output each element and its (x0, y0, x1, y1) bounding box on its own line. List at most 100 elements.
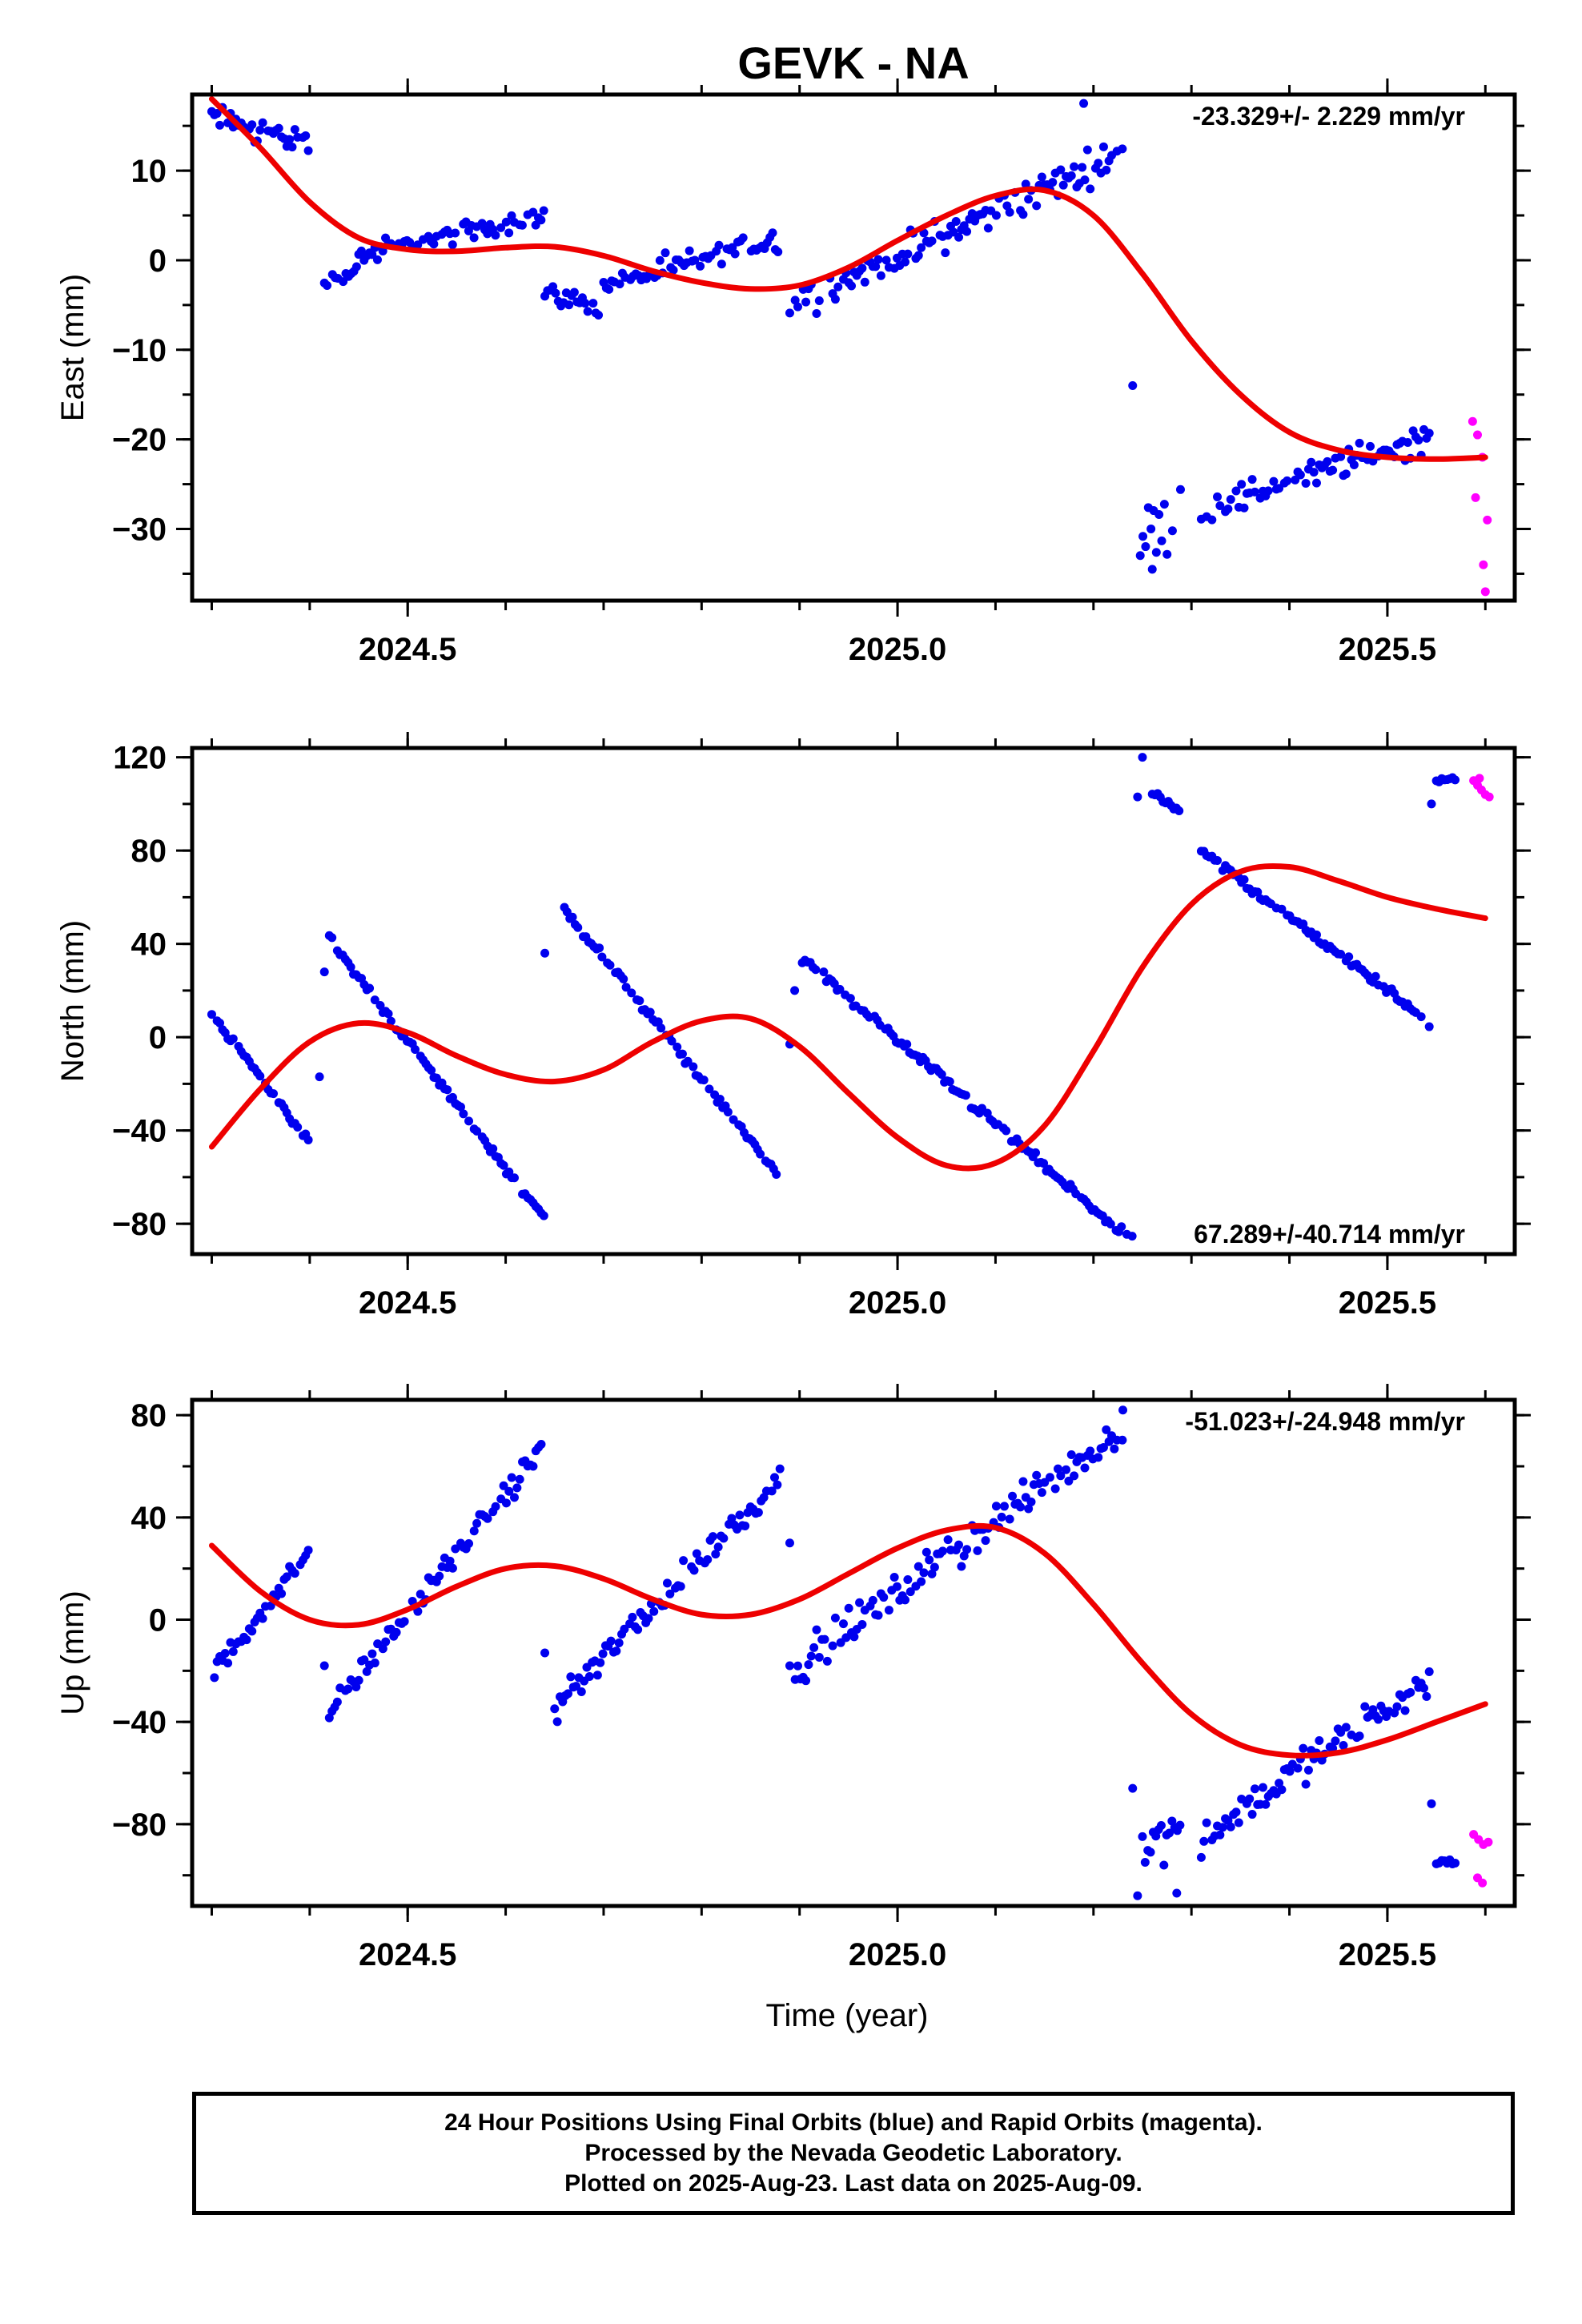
final-orbit-point (1331, 1736, 1340, 1746)
final-orbit-point (833, 282, 843, 292)
final-orbit-point (917, 243, 926, 252)
final-orbit-point (584, 1671, 594, 1681)
final-orbit-point (1285, 1767, 1295, 1776)
final-orbit-point (871, 262, 881, 271)
final-orbit-point (215, 120, 225, 130)
final-orbit-point (649, 1606, 659, 1616)
final-orbit-point (790, 986, 800, 995)
final-orbit-point (1066, 1449, 1076, 1459)
final-orbit-point (690, 255, 700, 265)
final-orbit-point (255, 125, 265, 135)
final-orbit-point (879, 1593, 889, 1602)
final-orbit-point (1172, 1888, 1182, 1898)
final-orbit-point (223, 1659, 233, 1668)
final-orbit-point (713, 1542, 723, 1552)
final-orbit-point (1336, 452, 1346, 461)
final-orbit-point (1141, 542, 1150, 552)
final-orbit-point (1016, 1502, 1026, 1512)
final-orbit-point (1215, 501, 1225, 510)
final-orbit-point (228, 1034, 238, 1043)
final-orbit-point (1419, 1683, 1428, 1693)
final-orbit-point (1303, 1765, 1313, 1775)
final-orbit-point (669, 265, 678, 275)
final-orbit-point (961, 1091, 970, 1100)
final-orbit-point (927, 1569, 937, 1578)
final-orbit-point (1309, 468, 1319, 477)
final-orbit-point (588, 299, 598, 308)
final-orbit-point (1269, 476, 1279, 486)
data-points (207, 753, 1494, 1241)
final-orbit-point (552, 1717, 562, 1727)
final-orbit-point (1053, 1464, 1062, 1474)
final-orbit-point (627, 988, 636, 998)
final-orbit-point (913, 251, 923, 260)
final-orbit-point (469, 1526, 479, 1536)
final-orbit-point (1086, 184, 1095, 194)
final-orbit-point (370, 1659, 379, 1668)
final-orbit-point (1261, 1799, 1271, 1809)
final-orbit-point (1392, 1702, 1402, 1711)
fit-curve (208, 1522, 1488, 1759)
final-orbit-point (210, 1673, 219, 1683)
final-orbit-point (517, 220, 527, 230)
final-orbit-point (367, 1649, 377, 1659)
final-orbit-point (708, 1532, 717, 1542)
figure-title: GEVK - NA (737, 38, 969, 88)
final-orbit-point (365, 983, 375, 993)
final-orbit-point (1239, 503, 1249, 513)
final-orbit-point (1018, 210, 1028, 219)
rapid-orbit-point (1475, 774, 1484, 783)
plot-frame (190, 746, 1517, 1256)
velocity-rate-label: -51.023+/-24.948 mm/yr (1185, 1407, 1465, 1436)
final-orbit-point (594, 310, 604, 320)
final-orbit-point (504, 1486, 514, 1496)
final-orbit-point (621, 983, 631, 992)
final-orbit-point (1339, 1741, 1348, 1751)
footer-line-dates: Plotted on 2025-Aug-23. Last data on 202… (564, 2170, 1142, 2197)
final-orbit-point (830, 295, 840, 304)
final-orbit-point (464, 1538, 474, 1548)
final-orbit-point (1196, 1852, 1206, 1862)
final-orbit-point (1147, 565, 1157, 574)
y-tick-label: 120 (113, 741, 167, 776)
final-orbit-point (576, 1687, 586, 1697)
final-orbit-point (1231, 486, 1241, 496)
final-orbit-point (1138, 753, 1147, 762)
final-orbit-point (673, 1042, 682, 1051)
final-orbit-point (1039, 1159, 1049, 1168)
final-orbit-point (258, 1614, 267, 1623)
final-orbit-point (509, 1173, 519, 1183)
final-orbit-point (595, 943, 604, 953)
velocity-rate-label: -23.329+/- 2.229 mm/yr (1192, 102, 1465, 131)
final-orbit-point (319, 967, 329, 977)
final-orbit-point (215, 1018, 225, 1027)
final-orbit-point (937, 1070, 946, 1080)
final-orbit-point (814, 296, 824, 305)
y-axis-label: Up (mm) (55, 1590, 90, 1715)
final-orbit-point (753, 1508, 763, 1518)
final-orbit-point (483, 1514, 492, 1523)
final-orbit-point (1005, 207, 1014, 217)
final-orbit-point (903, 249, 913, 259)
final-orbit-point (1078, 163, 1087, 172)
final-orbit-point (902, 1039, 912, 1049)
final-orbit-point (1213, 855, 1223, 865)
final-orbit-point (501, 217, 511, 227)
final-orbit-point (400, 1617, 409, 1626)
final-orbit-point (1086, 1446, 1095, 1456)
final-orbit-point (1323, 456, 1332, 466)
final-orbit-point (1207, 515, 1217, 525)
final-orbit-point (247, 1626, 257, 1636)
final-orbit-point (1026, 1497, 1036, 1506)
final-orbit-point (656, 1023, 666, 1033)
final-orbit-point (717, 259, 726, 269)
final-orbit-point (456, 1102, 465, 1112)
final-orbit-point (1199, 1836, 1209, 1846)
final-orbit-point (605, 960, 615, 970)
final-orbit-point (1031, 1148, 1041, 1157)
final-orbit-point (1128, 381, 1138, 391)
final-orbit-point (427, 1065, 436, 1075)
final-orbit-point (727, 1514, 737, 1523)
final-orbit-point (469, 233, 479, 243)
